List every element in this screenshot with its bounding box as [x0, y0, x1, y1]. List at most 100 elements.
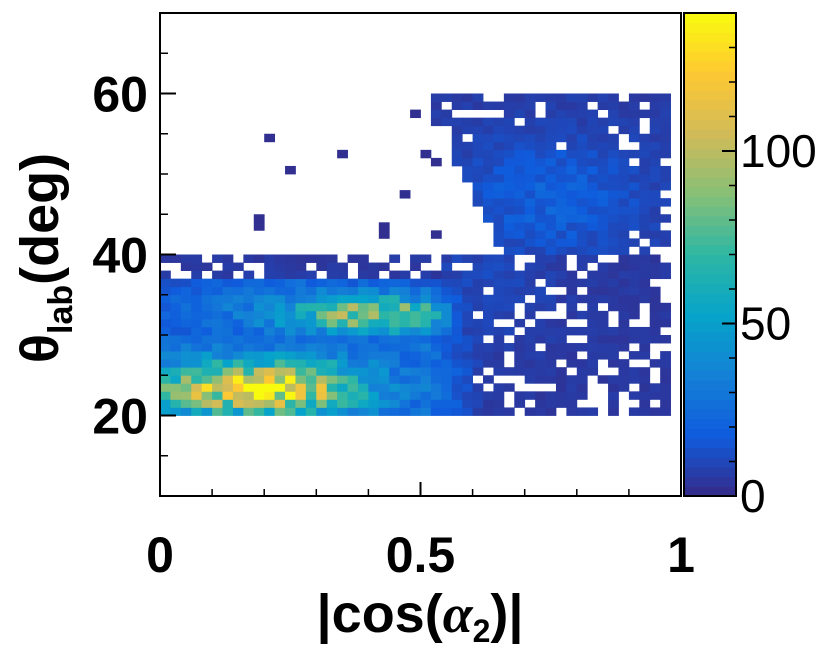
heatmap-cell [378, 262, 390, 271]
heatmap-cell [357, 343, 369, 352]
heatmap-cell [399, 383, 411, 392]
heatmap-cell [264, 254, 276, 263]
heatmap-cell [587, 407, 599, 416]
heatmap-cell [660, 174, 671, 183]
heatmap-cell [514, 246, 526, 255]
heatmap-cell [399, 310, 411, 320]
heatmap-cell [160, 310, 171, 320]
heatmap-cell [503, 238, 515, 247]
heatmap-cell [535, 238, 546, 247]
heatmap-cell [535, 367, 546, 376]
heatmap-cell [451, 157, 463, 167]
heatmap-cell [212, 310, 223, 320]
heatmap-cell [524, 222, 536, 231]
heatmap-cell [649, 335, 661, 344]
heatmap-cell [535, 246, 546, 255]
heatmap-cell [628, 125, 640, 135]
heatmap-cell [555, 246, 567, 255]
heatmap-cell [639, 93, 651, 102]
heatmap-cell [389, 326, 401, 336]
heatmap-cell [201, 262, 213, 271]
heatmap-cell [597, 165, 609, 175]
colorbar-segment [684, 476, 736, 487]
heatmap-cell [535, 326, 546, 336]
heatmap-cell [441, 351, 453, 360]
heatmap-cell [608, 190, 619, 199]
heatmap-cell [493, 214, 505, 223]
heatmap-cell [535, 399, 546, 408]
heatmap-cell [535, 141, 546, 151]
heatmap-cell [285, 407, 296, 416]
heatmap-cell [608, 351, 619, 360]
heatmap-cell [368, 383, 380, 392]
heatmap-cell [326, 270, 338, 280]
heatmap-cell [243, 407, 255, 416]
heatmap-cell [399, 270, 411, 280]
y-axis-title-unit: (deg) [10, 153, 70, 285]
heatmap-cell [243, 375, 255, 384]
heatmap-cell [618, 125, 630, 135]
heatmap-cell [295, 254, 307, 263]
heatmap-cell [253, 310, 265, 320]
heatmap-cell [357, 399, 369, 408]
heatmap-cell [441, 326, 453, 336]
heatmap-cell [285, 278, 296, 288]
heatmap-cell [441, 254, 453, 263]
heatmap-cell [472, 278, 484, 288]
heatmap-cell [347, 351, 359, 360]
heatmap-cell [555, 343, 567, 352]
heatmap-cell [191, 375, 203, 384]
heatmap-cell [420, 302, 432, 312]
heatmap-cell [587, 254, 599, 263]
heatmap-cell [493, 198, 505, 207]
heatmap-cell [608, 149, 619, 159]
heatmap-cell [410, 359, 421, 368]
heatmap-cell [316, 254, 328, 263]
heatmap-cell [285, 359, 296, 368]
heatmap-cell [639, 351, 651, 360]
heatmap-cell [628, 117, 640, 127]
heatmap-cell [441, 367, 453, 376]
heatmap-cell [357, 326, 369, 336]
heatmap-cell [472, 383, 484, 392]
heatmap-cell [441, 359, 453, 368]
heatmap-cell [503, 302, 515, 312]
heatmap-cell [441, 278, 453, 288]
heatmap-cell [524, 198, 536, 207]
heatmap-cell [493, 101, 505, 110]
heatmap-cell [628, 101, 640, 110]
heatmap-cell [347, 326, 359, 336]
heatmap-cell [660, 93, 671, 102]
heatmap-cell [420, 367, 432, 376]
heatmap-cell [222, 302, 234, 312]
heatmap-cell [587, 318, 599, 328]
heatmap-cell [430, 335, 442, 344]
heatmap-cell [420, 343, 432, 352]
heatmap-cell [660, 310, 671, 320]
heatmap-cell [660, 335, 671, 344]
heatmap-cell [295, 310, 307, 320]
heatmap-cell [430, 101, 442, 110]
heatmap-cell [587, 310, 599, 320]
heatmap-cell [410, 375, 421, 384]
heatmap-cell [639, 343, 651, 352]
heatmap-cell [191, 343, 203, 352]
heatmap-cell [545, 174, 557, 183]
heatmap-cell [514, 399, 526, 408]
heatmap-cell [462, 318, 473, 328]
heatmap-cell [576, 190, 588, 199]
heatmap-cell [378, 335, 390, 344]
heatmap-cell [337, 302, 348, 312]
heatmap-cell [608, 270, 619, 280]
heatmap-cell [316, 310, 328, 320]
heatmap-cell [337, 149, 348, 159]
heatmap-cell [493, 133, 505, 143]
heatmap-cell [441, 399, 453, 408]
heatmap-cell [347, 254, 359, 263]
heatmap-cell [316, 407, 328, 416]
heatmap-cell [285, 335, 296, 344]
y-axis-title-theta: θ [10, 334, 70, 363]
heatmap-cell [368, 359, 380, 368]
heatmap-cell [285, 294, 296, 304]
heatmap-cell [503, 165, 515, 175]
